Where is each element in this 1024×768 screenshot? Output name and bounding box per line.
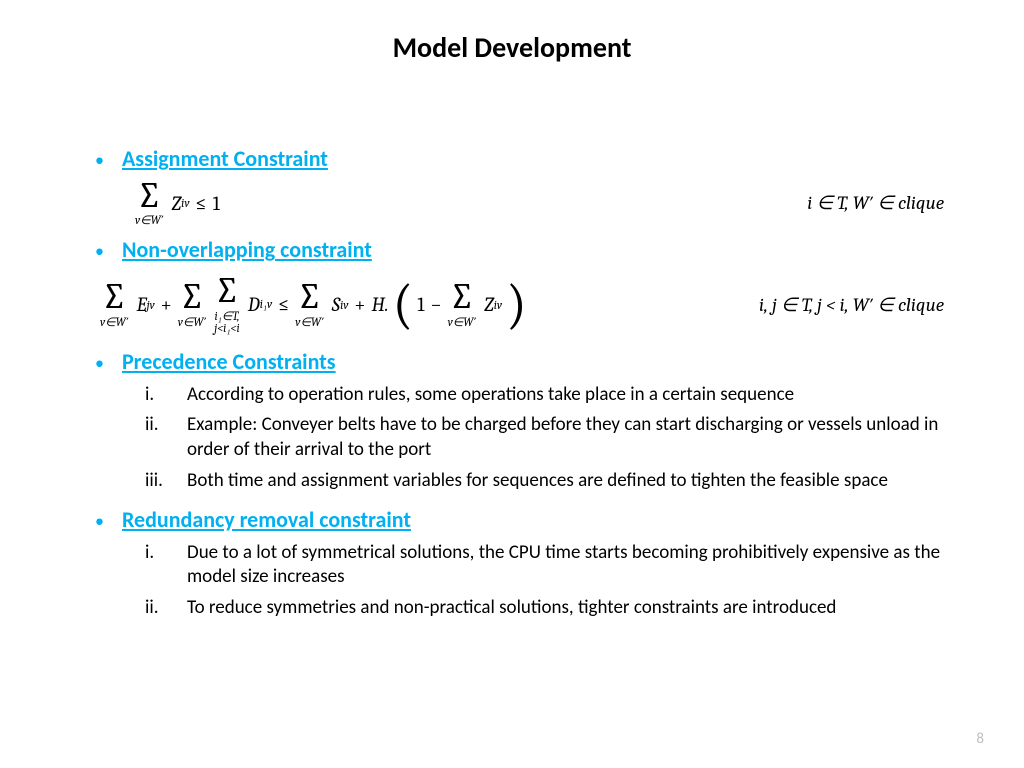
rparen-icon: ) [506, 283, 527, 326]
bullet-assignment: • Assignment Constraint [95, 145, 964, 172]
sigma-sub: v∈W′ [135, 214, 164, 226]
roman-num: ii. [145, 413, 187, 462]
bullet-icon: • [95, 151, 104, 169]
eq1-var: Z [172, 192, 182, 215]
bullet-icon: • [95, 354, 104, 372]
roman-num: i. [145, 383, 187, 408]
list-item: ii. Example: Conveyer belts have to be c… [145, 413, 964, 462]
heading-assignment: Assignment Constraint [122, 145, 328, 172]
eq2-plus2: + [354, 293, 365, 316]
eq2-t1: E [137, 293, 147, 316]
list-text: According to operation rules, some opera… [187, 383, 964, 408]
roman-num: i. [145, 541, 187, 590]
sigma-icon: ∑ [179, 281, 205, 313]
eq2-t4: Z [484, 293, 494, 316]
eq2-plus1: + [161, 293, 172, 316]
eq2-t4-sub: iv [494, 298, 502, 312]
eq2-minus: − [430, 293, 441, 316]
eq1-rhs: 1 [213, 192, 220, 215]
eq1-condition: i ∈ T, W′ ∈ clique [807, 192, 944, 214]
eq2-t2-sub: i₁v [260, 297, 273, 312]
bullet-precedence: • Precedence Constraints [95, 348, 964, 375]
eq2-one: 1 [417, 293, 424, 316]
list-item: ii. To reduce symmetries and non-practic… [145, 596, 964, 621]
list-text: Both time and assignment variables for s… [187, 469, 964, 494]
eq2-rel: ≤ [278, 293, 289, 316]
eq2-condition: i, j ∈ T, j < i, W′ ∈ clique [759, 294, 944, 316]
sigma-sub: v∈W′ [178, 316, 207, 328]
list-text: Due to a lot of symmetrical solutions, t… [187, 541, 964, 590]
list-item: i. According to operation rules, some op… [145, 383, 964, 408]
bullet-nonoverlap: • Non-overlapping constraint [95, 236, 964, 263]
eq2-t3-sub: iv [340, 298, 348, 312]
sigma-icon: ∑ [214, 275, 240, 307]
eq2-t2: D [248, 293, 260, 316]
sigma-icon: ∑ [102, 281, 128, 313]
sigma-icon: ∑ [297, 281, 323, 313]
eq1-rel: ≤ [196, 192, 207, 215]
sigma-sub: v∈W′ [100, 316, 129, 328]
bullet-icon: • [95, 242, 104, 260]
lparen-icon: ( [393, 283, 414, 326]
eq2-t3: S [332, 293, 340, 316]
page-number: 8 [976, 730, 984, 748]
equation-2: ∑ v∈W′ Ejv + ∑ v∈W′ ∑ i₁∈T, j<i₁<i Di₁v … [100, 275, 964, 333]
roman-num: ii. [145, 596, 187, 621]
heading-precedence: Precedence Constraints [122, 348, 336, 375]
heading-redundancy: Redundancy removal constraint [122, 506, 411, 533]
roman-num: iii. [145, 469, 187, 494]
heading-nonoverlap: Non-overlapping constraint [122, 236, 372, 263]
precedence-list: i. According to operation rules, some op… [145, 383, 964, 494]
sigma-icon: ∑ [137, 180, 163, 212]
sigma-sub: v∈W′ [448, 316, 477, 328]
list-text: Example: Conveyer belts have to be charg… [187, 413, 964, 462]
sigma-icon: ∑ [449, 281, 475, 313]
list-item: i. Due to a lot of symmetrical solutions… [145, 541, 964, 590]
list-item: iii. Both time and assignment variables … [145, 469, 964, 494]
sigma-sub: i₁∈T, j<i₁<i [214, 310, 239, 334]
eq2-t1-sub: jv [147, 298, 155, 312]
sigma-sub: v∈W′ [295, 316, 324, 328]
list-text: To reduce symmetries and non-practical s… [187, 596, 964, 621]
redundancy-list: i. Due to a lot of symmetrical solutions… [145, 541, 964, 621]
equation-1: ∑ v∈W′ Ziv ≤ 1 i ∈ T, W′ ∈ clique [135, 180, 964, 226]
bullet-redundancy: • Redundancy removal constraint [95, 506, 964, 533]
sigma-sub-line2: j<i₁<i [214, 321, 239, 335]
eq2-H: H. [372, 293, 389, 316]
eq1-var-sub: iv [181, 196, 189, 210]
bullet-icon: • [95, 512, 104, 530]
slide-title: Model Development [60, 30, 964, 65]
